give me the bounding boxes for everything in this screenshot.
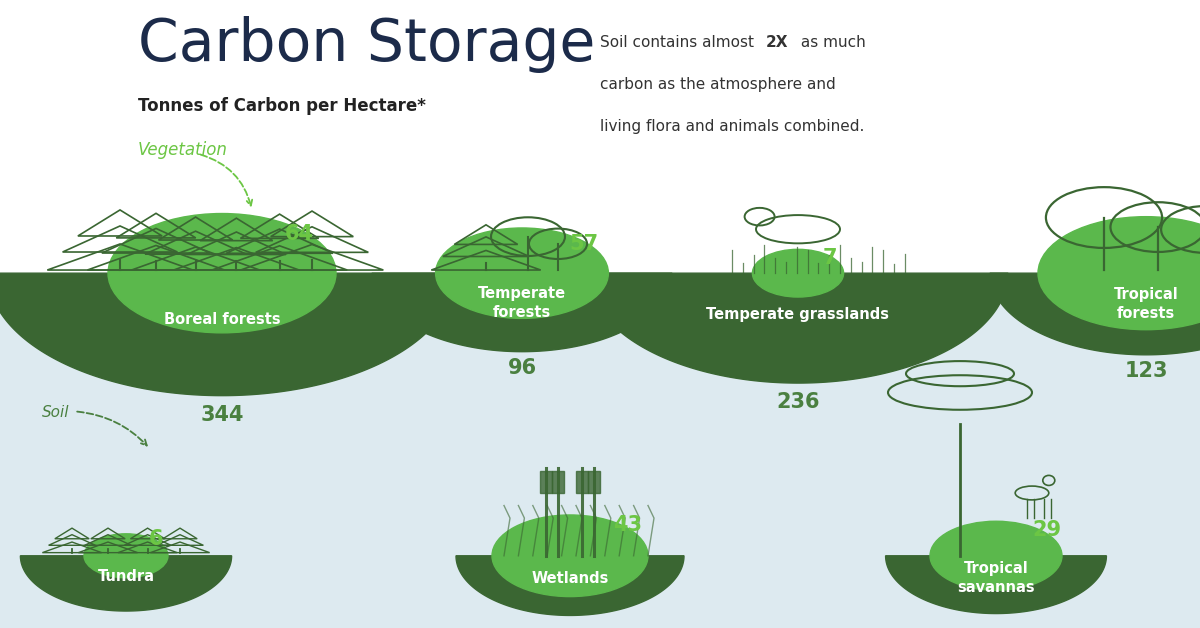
Text: 344: 344: [200, 406, 244, 425]
Text: Vegetation: Vegetation: [138, 141, 228, 160]
Text: 57: 57: [570, 234, 599, 254]
Text: Tropical
savannas: Tropical savannas: [958, 561, 1034, 595]
Text: 2X: 2X: [766, 35, 788, 50]
Bar: [588, 471, 600, 493]
Bar: [540, 471, 552, 493]
Polygon shape: [588, 273, 1008, 383]
Text: Temperate grasslands: Temperate grasslands: [707, 308, 889, 322]
Text: 123: 123: [1124, 361, 1168, 381]
Text: 64: 64: [284, 224, 313, 244]
Text: Carbon Storage: Carbon Storage: [138, 16, 595, 73]
Polygon shape: [20, 556, 232, 611]
Text: 29: 29: [1032, 520, 1062, 540]
Text: 236: 236: [776, 392, 820, 412]
Text: 96: 96: [508, 358, 536, 378]
Text: 43: 43: [613, 515, 642, 535]
Bar: [0, 0, 1200, 273]
Text: 7: 7: [823, 247, 838, 268]
Text: as much: as much: [796, 35, 865, 50]
Text: Wetlands: Wetlands: [532, 571, 608, 586]
Circle shape: [930, 521, 1062, 590]
Text: Tonnes of Carbon per Hectare*: Tonnes of Carbon per Hectare*: [138, 97, 426, 116]
Circle shape: [108, 214, 336, 333]
Polygon shape: [372, 273, 672, 352]
Text: Tundra: Tundra: [97, 569, 155, 584]
Text: living flora and animals combined.: living flora and animals combined.: [600, 119, 864, 134]
Circle shape: [752, 249, 844, 297]
Polygon shape: [990, 273, 1200, 355]
Text: Tropical
forests: Tropical forests: [1114, 288, 1178, 321]
Text: Boreal forests: Boreal forests: [163, 312, 281, 327]
Circle shape: [84, 534, 168, 578]
Polygon shape: [0, 273, 456, 396]
Text: carbon as the atmosphere and: carbon as the atmosphere and: [600, 77, 835, 92]
Text: Soil contains almost: Soil contains almost: [600, 35, 758, 50]
Polygon shape: [886, 556, 1106, 614]
Bar: [576, 471, 588, 493]
Text: Soil: Soil: [42, 405, 70, 420]
Circle shape: [436, 228, 608, 318]
Text: 6: 6: [149, 529, 163, 550]
Bar: [0, 273, 1200, 628]
Circle shape: [492, 515, 648, 597]
Bar: [552, 471, 564, 493]
Text: Temperate
forests: Temperate forests: [478, 286, 566, 320]
Circle shape: [1038, 217, 1200, 330]
Polygon shape: [456, 556, 684, 615]
